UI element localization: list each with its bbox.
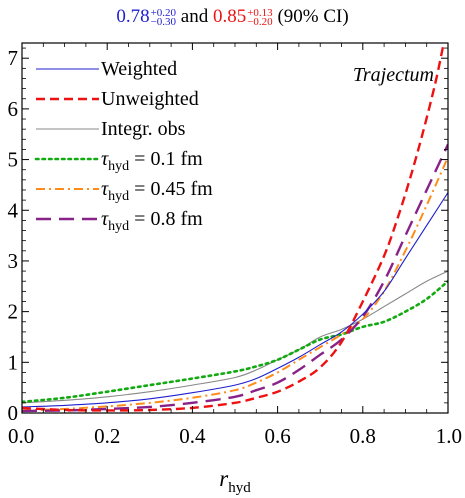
- y-tick-label: 7: [8, 46, 19, 70]
- y-tick-label: 2: [8, 300, 19, 324]
- weighted-ci: +0.20 −0.30: [150, 6, 177, 28]
- legend-label: τhyd = 0.8 fm: [101, 208, 203, 234]
- legend-label-rest: = 0.1 fm: [129, 148, 203, 170]
- weighted-upper: +0.20: [150, 6, 177, 19]
- legend-label: τhyd = 0.1 fm: [101, 148, 203, 174]
- unweighted-lower: −0.20: [247, 15, 273, 28]
- legend-label: Weighted: [101, 58, 177, 80]
- x-tick-label: 0.8: [350, 424, 376, 448]
- x-tick-label: 0.2: [94, 424, 120, 448]
- chart-title: 0.78 +0.20 −0.30 and 0.85 +0.13 −0.20 (90% C…: [0, 6, 465, 28]
- legend-label-rest: = 0.8 fm: [129, 208, 203, 230]
- legend-label: τhyd = 0.45 fm: [101, 178, 213, 204]
- y-tick-label: 4: [8, 198, 19, 222]
- series-line-6: [22, 143, 448, 413]
- x-axis-title-sub: hyd: [228, 480, 251, 496]
- y-tick-label: 1: [8, 350, 19, 374]
- title-joiner: and: [180, 6, 209, 27]
- legend-label: Unweighted: [101, 88, 199, 110]
- series-line-1: [22, 192, 448, 408]
- x-tick-label: 1.0: [436, 424, 462, 448]
- x-tick-label: 0.0: [8, 424, 34, 448]
- weighted-value: 0.78: [116, 6, 150, 27]
- legend-label-main: τ: [101, 208, 109, 230]
- series-line-5: [22, 156, 448, 412]
- y-tick-label: 3: [8, 249, 19, 273]
- legend-label-sub: hyd: [108, 159, 129, 174]
- series-layer: [22, 43, 448, 413]
- x-tick-label: 0.6: [264, 424, 290, 448]
- legend-label-rest: = 0.45 fm: [129, 178, 213, 200]
- legend-label-sub: hyd: [108, 189, 129, 204]
- unweighted-ci: +0.13 −0.20: [247, 6, 273, 28]
- series-line-2: [22, 43, 445, 412]
- tick-layer: 0.0 0.2 0.4 0.6 0.8 1.0 0 1 2 3 4 5 6 7: [8, 43, 462, 448]
- series-line-3: [22, 270, 448, 404]
- legend-label-main: τ: [101, 148, 109, 170]
- y-tick-label: 6: [8, 97, 19, 121]
- y-tick-label: 0: [8, 401, 19, 425]
- x-axis-title: rhyd: [219, 466, 251, 496]
- trajectum-annotation: Trajectum: [353, 64, 434, 86]
- ci-note: (90% CI): [277, 6, 349, 27]
- y-tick-label: 5: [8, 148, 19, 172]
- x-tick-label: 0.4: [179, 424, 206, 448]
- legend-label-main: τ: [101, 178, 109, 200]
- x-axis-title-main: r: [219, 466, 229, 491]
- legend-label: Integr. obs: [101, 118, 186, 140]
- legend-label-sub: hyd: [108, 219, 129, 234]
- unweighted-value: 0.85: [212, 6, 247, 27]
- series-line-4: [22, 279, 448, 404]
- unweighted-upper: +0.13: [247, 6, 273, 19]
- weighted-lower: −0.30: [150, 15, 177, 28]
